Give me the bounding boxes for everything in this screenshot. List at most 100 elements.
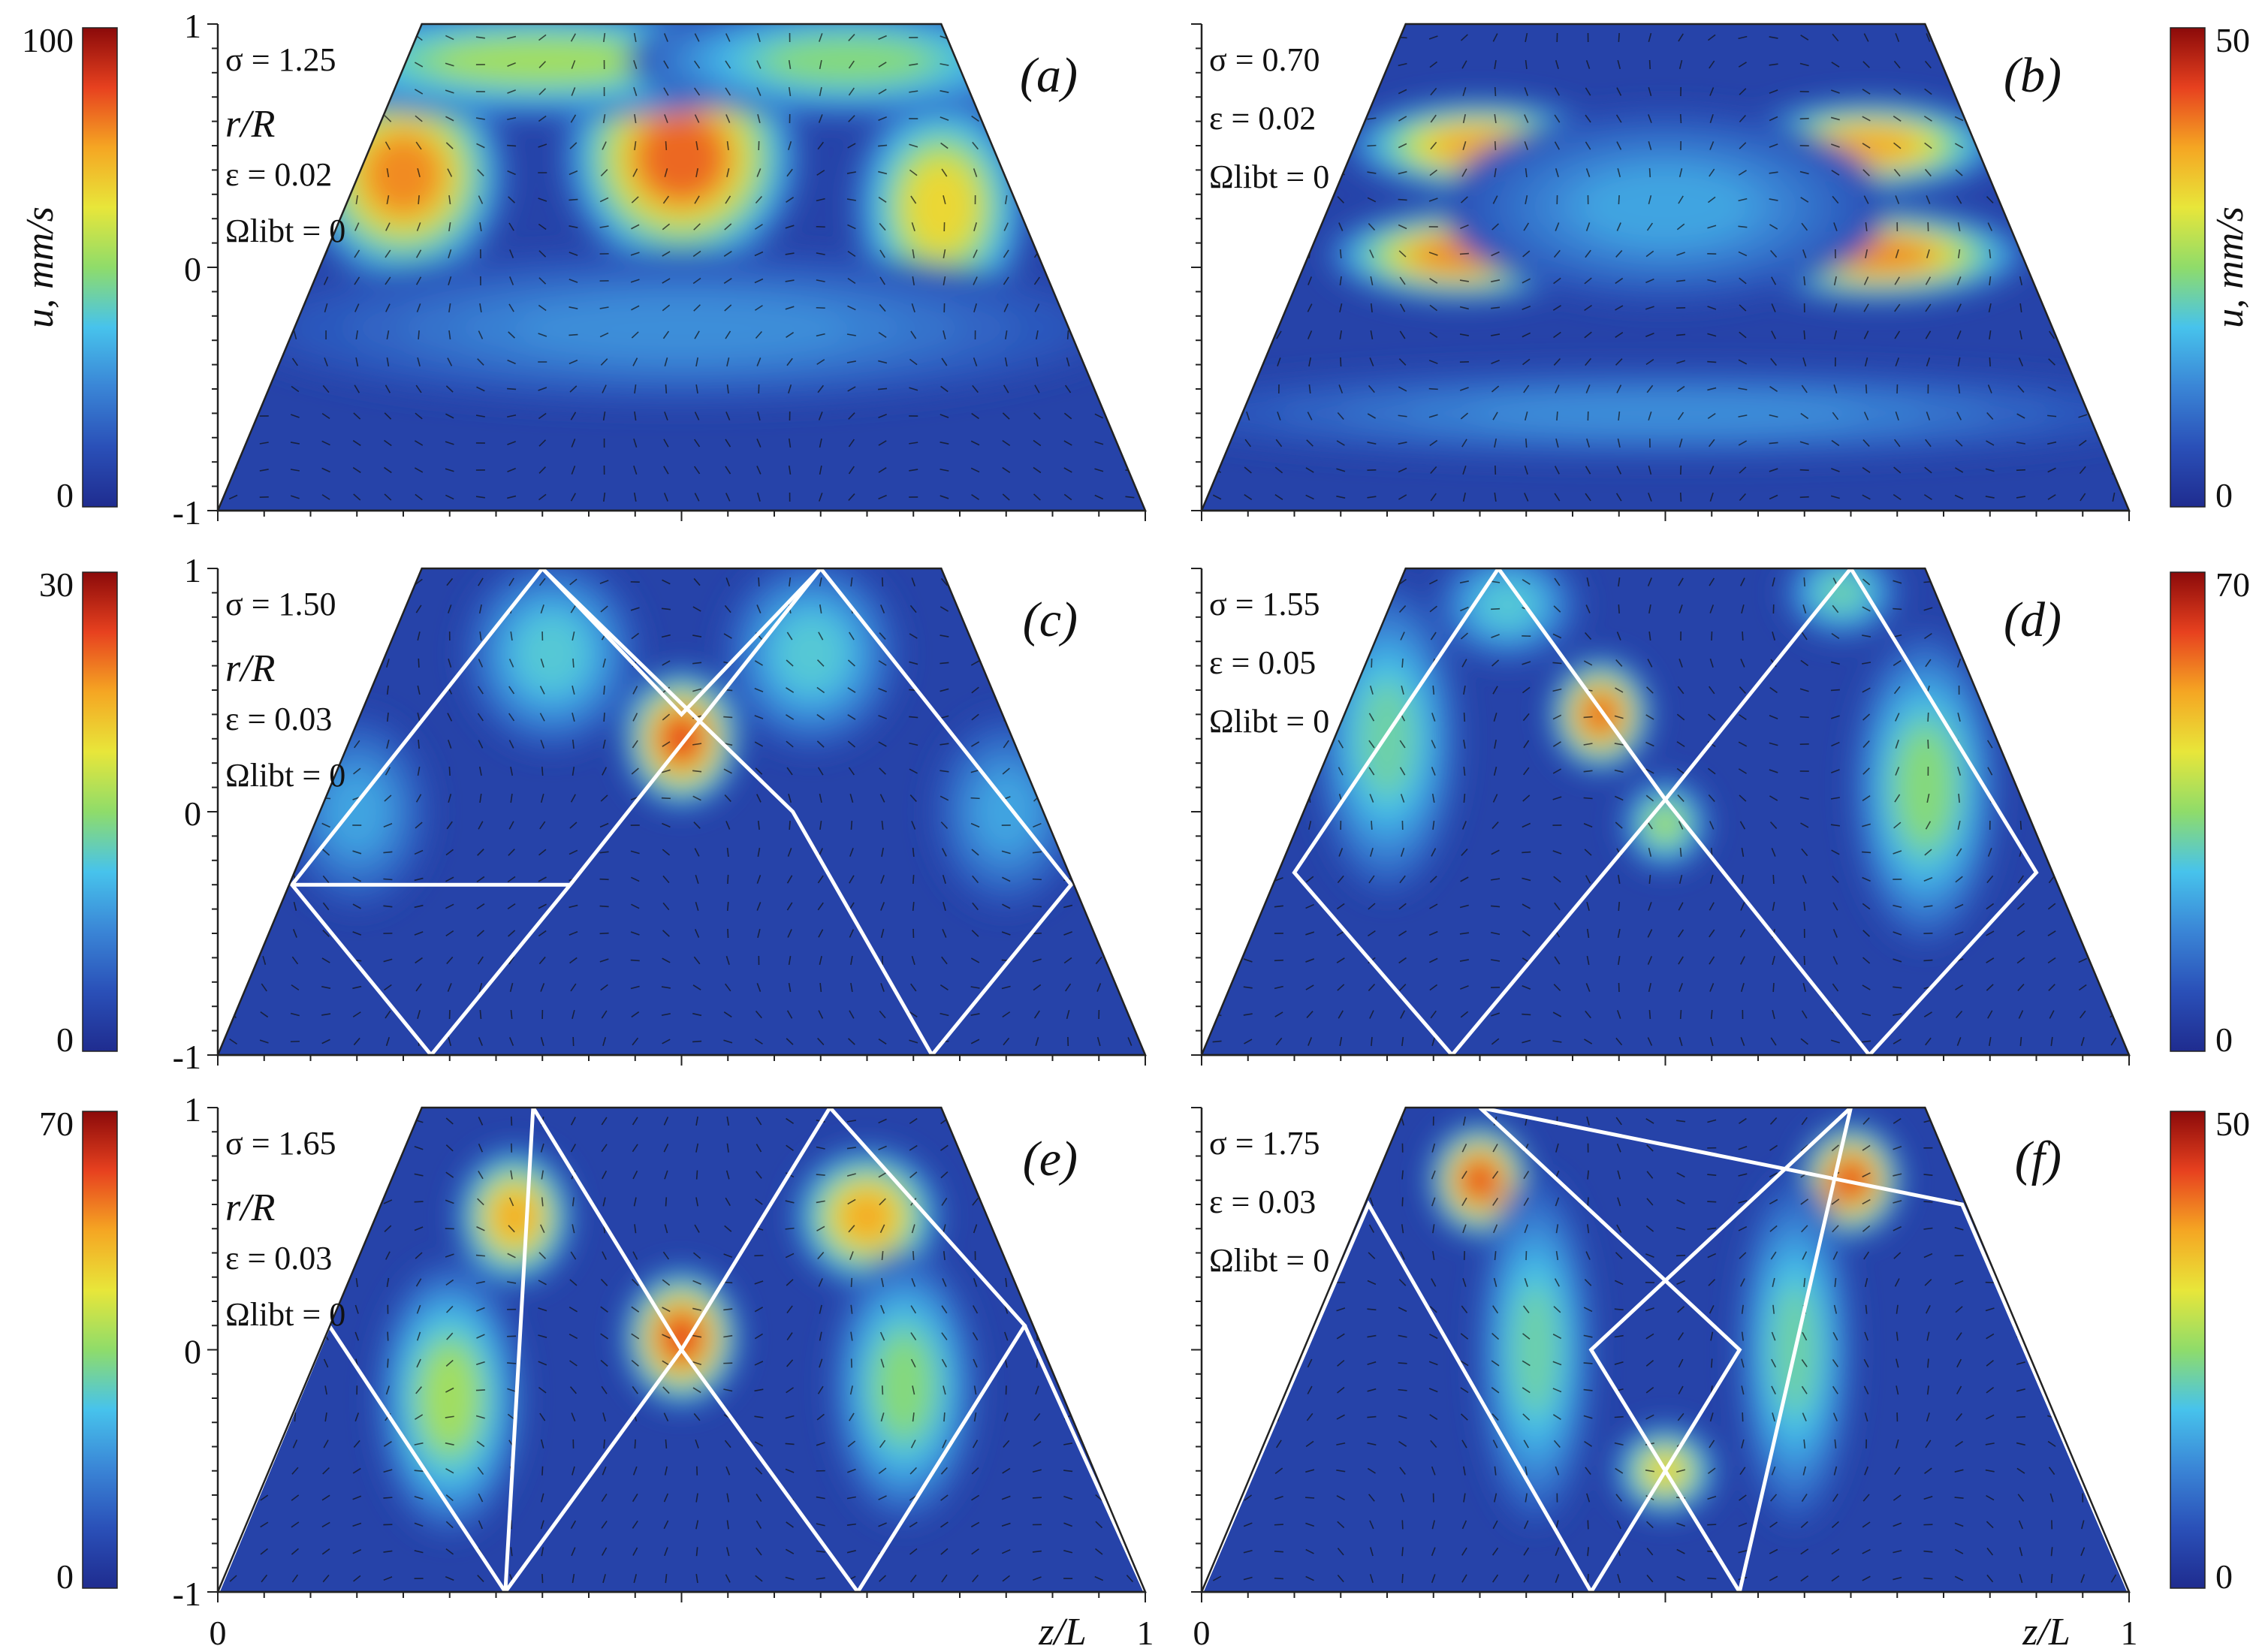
vector [2016, 197, 2025, 203]
vector [1615, 1467, 1624, 1474]
vector [816, 1413, 825, 1421]
vector [1336, 1333, 1345, 1340]
vector [2112, 1466, 2116, 1476]
vector [1676, 1575, 1685, 1581]
vector [232, 820, 234, 831]
vector [1862, 662, 1871, 665]
vector [754, 1388, 764, 1392]
vector [231, 1277, 235, 1287]
vector [1678, 821, 1684, 830]
vector [477, 1467, 484, 1476]
vector [1709, 1439, 1715, 1449]
vector [1126, 1198, 1134, 1206]
vector [878, 467, 887, 473]
vector [880, 1304, 885, 1314]
vector [324, 1412, 327, 1422]
colorbar-scale [2170, 571, 2206, 1052]
vector [2110, 412, 2118, 420]
vector [1001, 607, 1011, 611]
vector [2109, 959, 2119, 962]
y-tick-label: -1 [173, 493, 201, 532]
vector [1832, 195, 1839, 204]
vector [819, 86, 822, 97]
vector [1893, 1576, 1902, 1581]
vector [1772, 901, 1775, 912]
vector [1460, 1360, 1469, 1367]
vector [569, 821, 578, 829]
vector [789, 577, 792, 587]
vector [819, 1358, 823, 1368]
vector [1893, 1252, 1902, 1259]
vector [1893, 142, 1902, 149]
vector [1986, 903, 1995, 910]
vector [510, 1170, 513, 1180]
vector [1063, 115, 1072, 122]
vector [1003, 686, 1009, 695]
vector [355, 330, 358, 340]
vector [1678, 604, 1683, 613]
vector [1428, 414, 1438, 418]
vector [1614, 795, 1624, 801]
vector [2080, 1520, 2085, 1530]
vector [260, 358, 269, 366]
vector [940, 715, 949, 719]
vector [418, 330, 420, 340]
vector [942, 848, 947, 857]
vector [1460, 876, 1469, 882]
vector [848, 1225, 855, 1233]
vector [756, 794, 762, 803]
vector [2109, 224, 2119, 230]
vector [1894, 276, 1900, 285]
vector [1522, 1413, 1531, 1421]
vector [632, 1144, 638, 1153]
vector [1524, 1520, 1529, 1530]
vector [1678, 33, 1684, 42]
vector [631, 196, 639, 203]
vector [1708, 794, 1715, 803]
vector [786, 632, 793, 641]
vector [1738, 1200, 1748, 1204]
vector [1398, 89, 1407, 95]
vector [1214, 411, 1220, 421]
vector [785, 1200, 795, 1204]
vector [878, 35, 887, 41]
vector [475, 1361, 485, 1365]
vector [1367, 1280, 1377, 1286]
vector [1985, 117, 1995, 120]
vector [1678, 983, 1683, 992]
vector [1893, 88, 1902, 95]
vector [1524, 493, 1529, 502]
vector [911, 821, 916, 830]
vector [1956, 1358, 1962, 1368]
vector [1002, 1011, 1011, 1018]
vector [909, 1011, 918, 1018]
vector [1401, 1574, 1404, 1584]
vector [692, 606, 701, 612]
vector [291, 1548, 299, 1555]
vector [756, 168, 762, 177]
vector [665, 140, 668, 151]
vector [446, 956, 454, 965]
vector [1522, 278, 1531, 284]
vector [228, 35, 238, 41]
vector [1616, 1520, 1621, 1530]
vector [1216, 222, 1219, 232]
vector [2109, 904, 2119, 909]
vector [757, 928, 761, 939]
vector [1645, 1333, 1654, 1340]
vector [2019, 686, 2023, 695]
vector [1128, 222, 1132, 232]
vector [1833, 222, 1838, 231]
vector [631, 632, 640, 640]
vector [509, 249, 514, 258]
vector [912, 1412, 915, 1422]
vector [1802, 1251, 1808, 1260]
vector [911, 303, 915, 312]
vector [572, 766, 575, 776]
vector [2110, 1333, 2118, 1340]
vector [880, 875, 885, 884]
vector [321, 467, 330, 473]
vector [1864, 1277, 1868, 1287]
vector [1001, 1522, 1011, 1527]
vector [260, 633, 269, 639]
